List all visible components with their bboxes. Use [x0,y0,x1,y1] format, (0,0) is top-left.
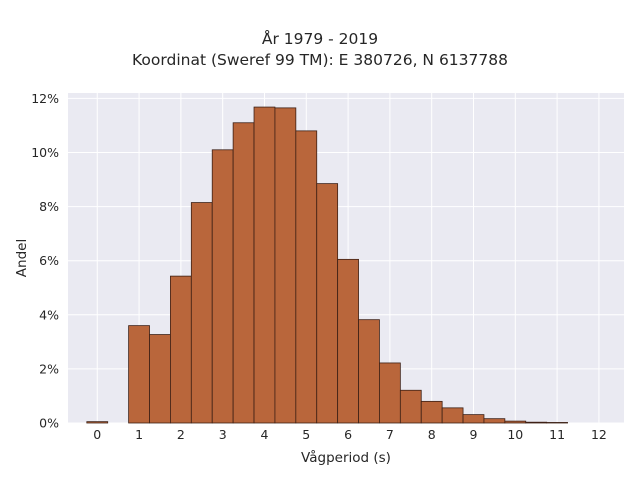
bar-10 [295,130,318,424]
bar-18 [462,414,485,424]
y-tick-label-4: 8% [39,199,59,214]
x-tick-label-1: 1 [135,427,143,442]
bar-3 [149,334,171,424]
y-tick-label-3: 6% [39,253,59,268]
x-tick-label-12: 12 [591,427,607,442]
x-tick-label-0: 0 [93,427,101,442]
bar-22 [546,422,568,424]
y-tick-label-1: 2% [39,361,59,376]
bar-13 [358,319,380,424]
x-tick-label-2: 2 [177,427,185,442]
chart-title: År 1979 - 2019 [261,30,379,48]
bar-2 [128,325,150,424]
y-axis-label: Andel [14,239,30,277]
x-tick-label-3: 3 [219,427,227,442]
bar-20 [504,420,527,424]
bar-8 [253,106,276,424]
chart-subtitle: Koordinat (Sweref 99 TM): E 380726, N 61… [132,51,508,69]
bar-7 [232,122,255,424]
bar-14 [379,362,401,424]
x-tick-label-10: 10 [507,427,523,442]
bar-5 [190,202,213,424]
bar-19 [483,418,506,424]
bars [86,106,568,424]
x-axis-label: Vågperiod (s) [301,449,391,466]
y-tick-label-6: 12% [31,91,59,106]
bar-15 [399,389,422,424]
bar-16 [420,400,443,424]
bar-6 [211,149,234,424]
y-tick-label-5: 10% [31,145,59,160]
x-tick-label-6: 6 [344,427,352,442]
y-axis-ticks: 0% 2% 4% 6% 8% 10% 12% [31,91,59,431]
bar-9 [274,107,297,424]
x-tick-label-8: 8 [428,427,436,442]
x-axis-ticks: 0 1 2 3 4 5 6 7 8 9 10 11 12 [93,427,607,442]
bar-17 [441,407,464,424]
y-tick-label-2: 4% [39,307,59,322]
bar-4 [170,275,192,424]
y-tick-label-0: 0% [39,416,59,431]
x-tick-label-4: 4 [261,427,269,442]
x-tick-label-5: 5 [302,427,310,442]
bar-12 [337,258,359,424]
x-tick-label-9: 9 [470,427,478,442]
x-tick-label-11: 11 [549,427,565,442]
bar-0 [86,421,109,424]
bar-21 [525,421,548,424]
x-tick-label-7: 7 [386,427,394,442]
bar-11 [316,183,339,424]
